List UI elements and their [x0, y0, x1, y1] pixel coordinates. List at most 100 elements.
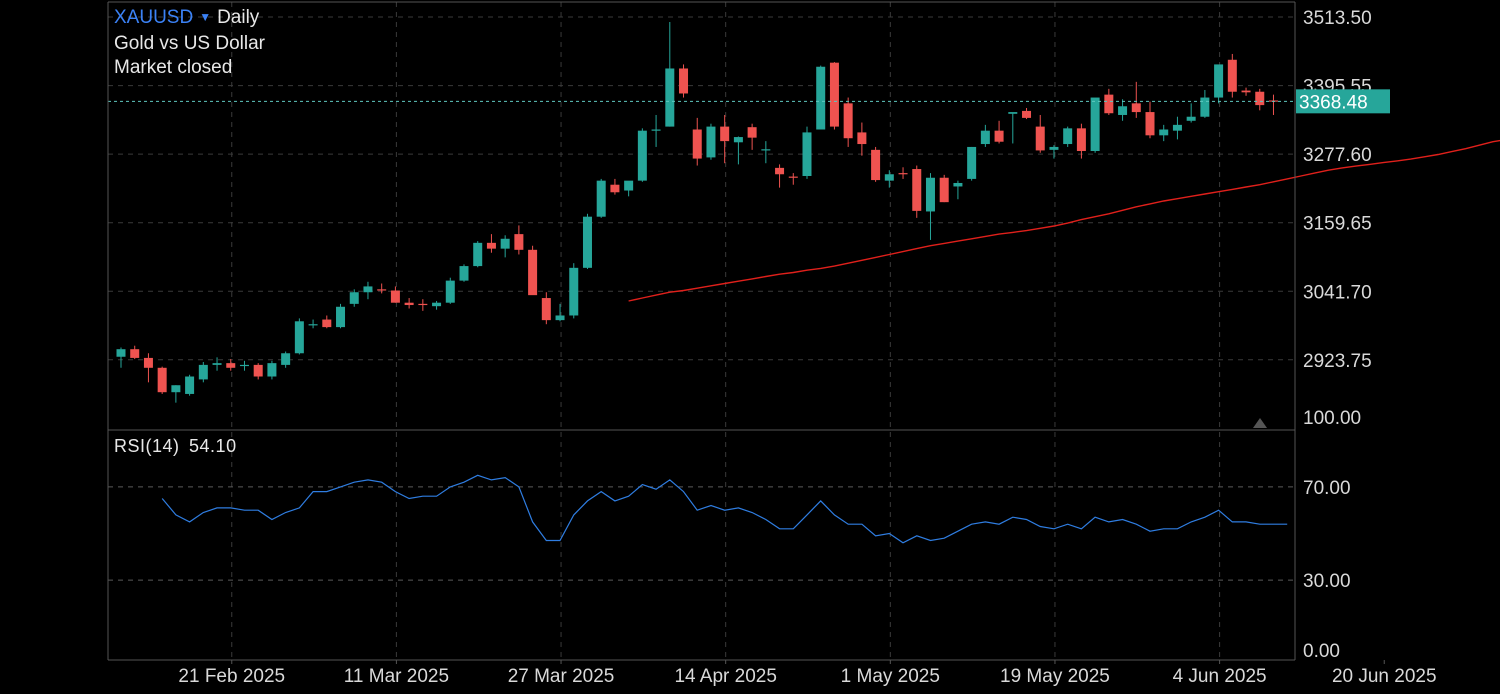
- candle[interactable]: [651, 114, 661, 147]
- candle[interactable]: [912, 165, 922, 218]
- candle[interactable]: [665, 21, 675, 127]
- candle[interactable]: [953, 180, 963, 200]
- symbol-header[interactable]: XAUUSD ▼ Daily: [114, 6, 259, 31]
- candle-body: [500, 238, 510, 249]
- candle[interactable]: [198, 361, 208, 383]
- candle[interactable]: [1118, 99, 1128, 121]
- candle[interactable]: [336, 303, 346, 329]
- candle[interactable]: [761, 141, 771, 164]
- candle[interactable]: [898, 167, 908, 179]
- candle-body: [1145, 112, 1155, 136]
- candle[interactable]: [500, 235, 510, 258]
- candle[interactable]: [720, 114, 730, 164]
- candle-body: [747, 127, 757, 138]
- candle[interactable]: [1227, 53, 1237, 98]
- candle-body: [884, 174, 894, 181]
- candle[interactable]: [582, 213, 592, 269]
- candle[interactable]: [733, 136, 743, 165]
- candle[interactable]: [253, 363, 263, 380]
- candle[interactable]: [404, 298, 414, 309]
- candle[interactable]: [432, 300, 442, 310]
- candle[interactable]: [185, 374, 195, 396]
- candle[interactable]: [445, 277, 455, 304]
- caret-down-icon[interactable]: ▼: [199, 10, 212, 24]
- candle[interactable]: [322, 315, 332, 329]
- candle[interactable]: [596, 178, 606, 218]
- candle[interactable]: [679, 64, 689, 98]
- candle[interactable]: [281, 351, 291, 368]
- candle[interactable]: [871, 146, 881, 182]
- candle[interactable]: [377, 283, 387, 294]
- candle[interactable]: [143, 353, 153, 383]
- candle[interactable]: [212, 357, 222, 371]
- candle[interactable]: [1186, 103, 1196, 123]
- candle[interactable]: [1268, 94, 1278, 115]
- scroll-marker-icon[interactable]: [1253, 418, 1267, 428]
- candle[interactable]: [528, 245, 538, 296]
- candle[interactable]: [226, 359, 236, 371]
- candle[interactable]: [157, 366, 167, 394]
- candle[interactable]: [171, 385, 181, 403]
- candle[interactable]: [802, 126, 812, 179]
- candle[interactable]: [555, 303, 565, 322]
- candle[interactable]: [1022, 108, 1032, 120]
- candle[interactable]: [925, 173, 935, 240]
- rsi-tick-label: 0.00: [1303, 641, 1340, 662]
- candle[interactable]: [816, 65, 826, 130]
- candle[interactable]: [486, 234, 496, 253]
- candle[interactable]: [239, 360, 249, 371]
- candle[interactable]: [1172, 116, 1182, 140]
- candle[interactable]: [857, 122, 867, 156]
- candle[interactable]: [884, 170, 894, 188]
- candle-body: [1186, 116, 1196, 121]
- candle[interactable]: [788, 173, 798, 185]
- price-pane[interactable]: [108, 21, 1295, 403]
- candle[interactable]: [473, 241, 483, 268]
- candle[interactable]: [267, 360, 277, 380]
- candle[interactable]: [1076, 123, 1086, 159]
- candle[interactable]: [980, 124, 990, 147]
- candle[interactable]: [637, 128, 647, 182]
- candle[interactable]: [747, 123, 757, 150]
- candle[interactable]: [308, 319, 318, 329]
- candle[interactable]: [116, 347, 126, 368]
- candle[interactable]: [294, 318, 304, 355]
- candle[interactable]: [349, 289, 359, 307]
- candle[interactable]: [1063, 126, 1073, 147]
- rsi-pane[interactable]: [161, 474, 1288, 544]
- candle[interactable]: [829, 62, 839, 130]
- candle[interactable]: [1049, 145, 1059, 159]
- candle[interactable]: [1159, 124, 1169, 142]
- candle[interactable]: [130, 345, 140, 360]
- candle[interactable]: [541, 292, 551, 325]
- candle[interactable]: [692, 117, 702, 166]
- candle[interactable]: [459, 264, 469, 282]
- candle[interactable]: [994, 120, 1004, 144]
- candle[interactable]: [569, 263, 579, 319]
- symbol-name[interactable]: XAUUSD: [114, 7, 194, 28]
- candle[interactable]: [1145, 101, 1155, 139]
- candle[interactable]: [1131, 81, 1141, 118]
- timeframe-label[interactable]: Daily: [217, 7, 260, 28]
- candle[interactable]: [706, 123, 716, 160]
- candle[interactable]: [775, 164, 785, 188]
- candle[interactable]: [624, 180, 634, 197]
- candle[interactable]: [939, 174, 949, 203]
- candle[interactable]: [1008, 112, 1018, 144]
- candle[interactable]: [514, 225, 524, 255]
- candle[interactable]: [1255, 88, 1265, 111]
- candle[interactable]: [1200, 89, 1210, 118]
- candle[interactable]: [1104, 88, 1114, 115]
- candle[interactable]: [363, 281, 373, 300]
- candle[interactable]: [390, 286, 400, 303]
- candle[interactable]: [1035, 114, 1045, 153]
- candle[interactable]: [610, 178, 620, 195]
- candle[interactable]: [967, 146, 977, 181]
- candle[interactable]: [418, 299, 428, 311]
- candle[interactable]: [1214, 64, 1224, 104]
- candle[interactable]: [843, 97, 853, 147]
- candle[interactable]: [1241, 87, 1251, 96]
- candle[interactable]: [1090, 97, 1100, 153]
